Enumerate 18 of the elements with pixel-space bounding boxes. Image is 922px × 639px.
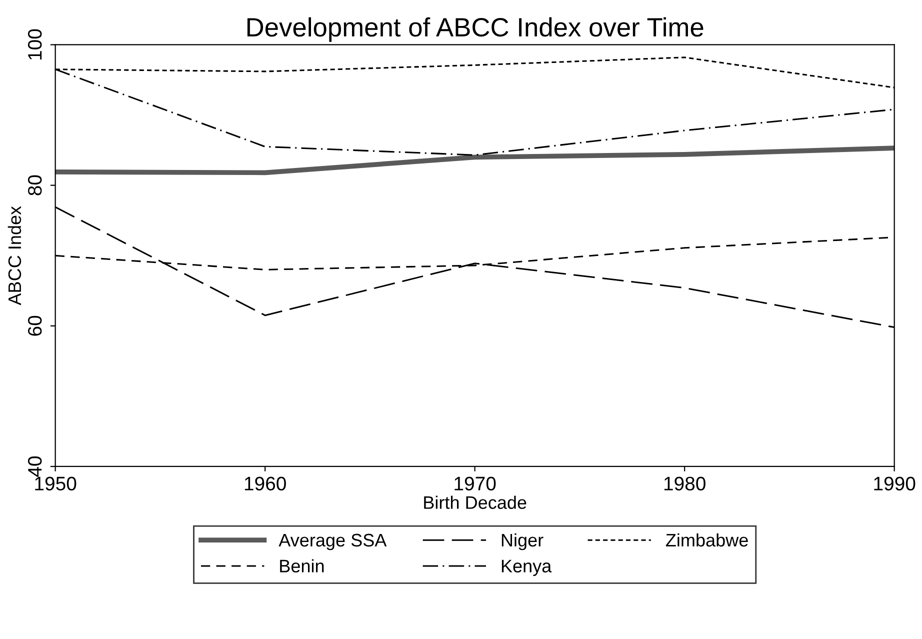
legend-label: Zimbabwe: [666, 533, 748, 547]
x-axis-title: Birth Decade: [424, 496, 526, 509]
y-tick-label: 40: [28, 456, 42, 477]
y-axis-title: ABCC Index: [8, 206, 22, 306]
chart-title: Development of ABCC Index over Time: [247, 17, 704, 42]
legend-label: Benin: [280, 559, 324, 572]
x-tick-label: 1970: [454, 476, 496, 490]
x-tick-label: 1990: [874, 476, 916, 490]
legend-label: Niger: [502, 533, 544, 550]
x-tick-label: 1960: [244, 476, 286, 490]
line-series: [55, 146, 894, 176]
x-tick-label: 1950: [35, 476, 76, 490]
legend-label: Kenya: [502, 560, 552, 576]
y-tick-label: 100: [28, 29, 42, 60]
y-tick-label: 60: [28, 316, 42, 336]
legend-label: Average SSA: [278, 534, 387, 550]
y-tick-label: 80: [28, 175, 42, 196]
x-tick-label: 1980: [664, 476, 706, 490]
